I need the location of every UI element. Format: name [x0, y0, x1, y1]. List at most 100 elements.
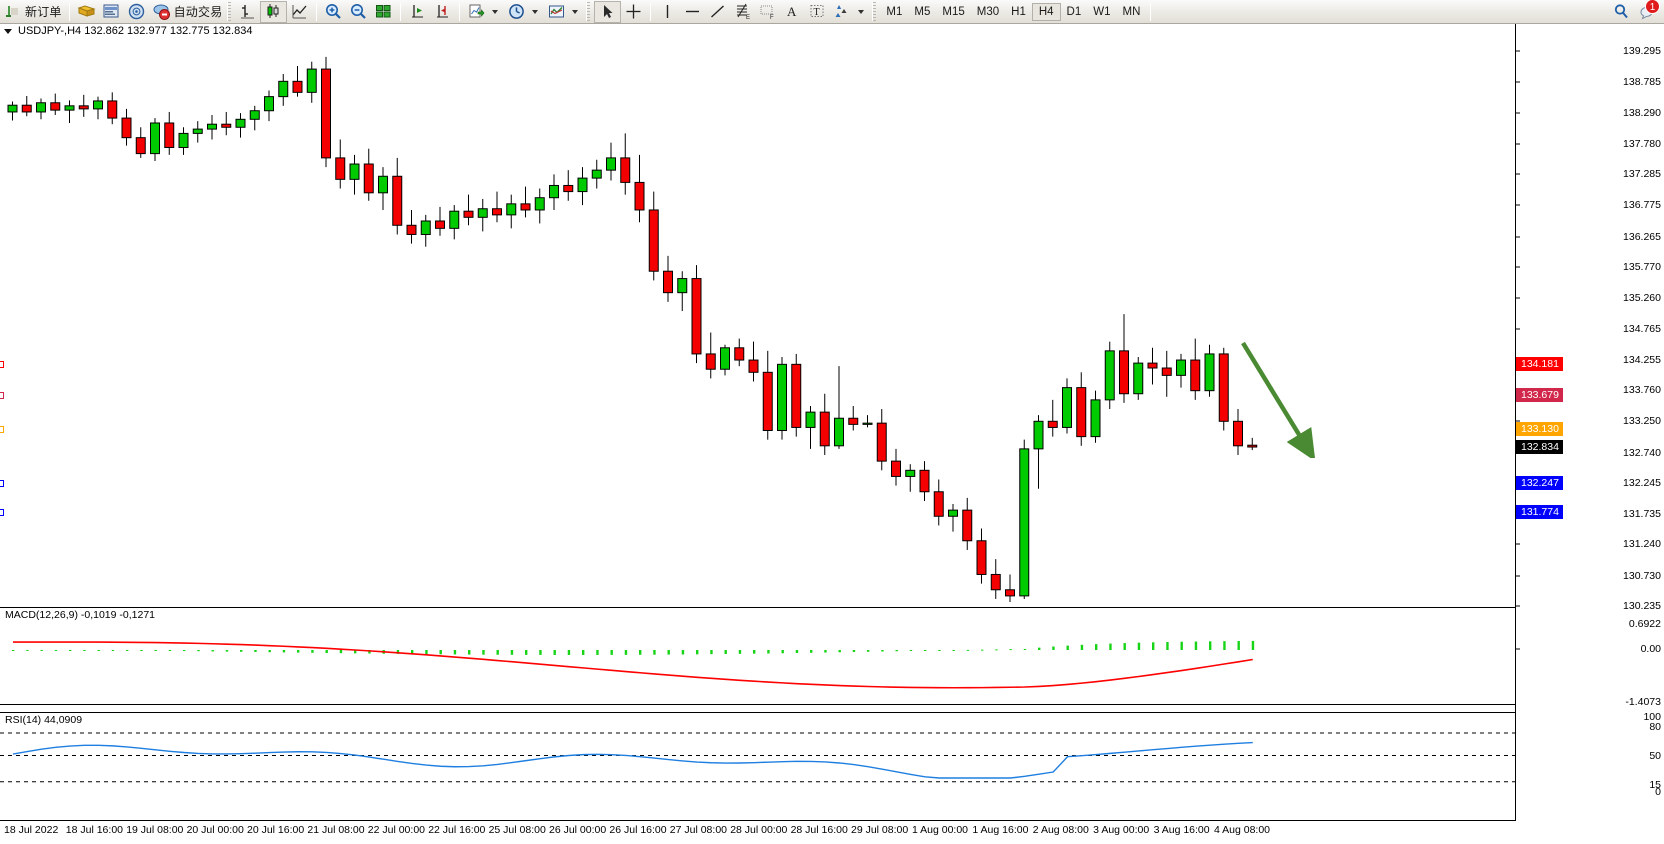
cursor-button[interactable]: [594, 0, 622, 23]
price-line-handle[interactable]: [0, 508, 4, 516]
zoom-in-button[interactable]: [321, 1, 346, 23]
price-axis[interactable]: 139.295 138.785 138.290 137.780 137.285 136.7…: [1516, 24, 1664, 844]
price-line-handle[interactable]: [0, 425, 4, 433]
price-axis-tag-pivot[interactable]: 133.130: [1516, 421, 1563, 436]
shift-end-button[interactable]: [430, 1, 455, 23]
macd-histogram-bar: [111, 650, 115, 651]
timeframe-m30[interactable]: M30: [976, 5, 1000, 18]
macd-histogram-bar: [696, 650, 699, 655]
timeframe-h1[interactable]: H1: [1011, 5, 1026, 18]
terminal-icon: [102, 2, 121, 21]
toolbar-grip[interactable]: [586, 2, 591, 21]
axis-tick-mark: [1516, 420, 1520, 422]
chevron-down-icon[interactable]: [858, 9, 865, 14]
alert-icon[interactable]: 1: [1638, 0, 1660, 21]
macd-histogram-bar: [496, 650, 499, 655]
macd-histogram-bar: [183, 650, 186, 652]
macd-pane[interactable]: MACD(12,26,9) -0,1019 -0,1271: [0, 607, 1515, 705]
time-axis-tick: 27 Jul 08:00: [669, 824, 727, 836]
rsi-pane[interactable]: RSI(14) 44,0909: [0, 712, 1515, 820]
shapes-button[interactable]: [830, 1, 870, 23]
toolbar-separator: [1150, 2, 1152, 21]
timeframe-m1[interactable]: M1: [886, 5, 903, 18]
toolbar-separator: [316, 2, 318, 21]
terminal-button[interactable]: [99, 1, 124, 23]
period-button[interactable]: [504, 1, 544, 23]
autotrade-button[interactable]: 自动交易: [149, 1, 226, 23]
time-axis[interactable]: 18 Jul 2022 18 Jul 16:00 19 Jul 08:00 20 Ju…: [0, 820, 1516, 844]
shift-start-button[interactable]: [405, 1, 430, 23]
trendline-button[interactable]: [705, 1, 730, 23]
macd-label: MACD(12,26,9) -0,1019 -0,1271: [4, 609, 156, 621]
search-icon[interactable]: [1612, 2, 1631, 21]
timeframe-d1[interactable]: D1: [1066, 5, 1082, 18]
macd-histogram-bar: [396, 650, 400, 654]
macd-histogram-bar: [254, 650, 257, 653]
navigator-button[interactable]: [124, 1, 149, 23]
macd-axis-tick: 0.6922: [1628, 618, 1661, 630]
toolbar-separator: [650, 2, 652, 21]
price-axis-tag-support-1[interactable]: 132.247: [1516, 475, 1563, 490]
candlestick-chart-button[interactable]: [260, 0, 288, 23]
timeframe-m15[interactable]: M15: [942, 5, 965, 18]
chevron-down-icon[interactable]: [572, 9, 579, 14]
timeframe-mn[interactable]: MN: [1122, 5, 1141, 18]
macd-histogram-bar: [1251, 640, 1255, 650]
price-line-handle[interactable]: [0, 361, 4, 369]
time-axis-tick: 3 Aug 16:00: [1153, 824, 1210, 836]
macd-histogram-bar: [1080, 644, 1084, 650]
timeframe-h4[interactable]: H4: [1031, 2, 1061, 21]
vertical-line-button[interactable]: [655, 1, 680, 23]
chevron-down-icon[interactable]: [532, 9, 539, 14]
chart-menu-caret-icon[interactable]: [4, 28, 12, 34]
line-chart-button[interactable]: [287, 1, 312, 23]
toolbar-grip[interactable]: [227, 2, 232, 21]
templates-button[interactable]: [544, 1, 584, 23]
zoom-out-icon: [349, 2, 368, 21]
tile-windows-button[interactable]: [371, 1, 396, 23]
price-axis-tick: 132.740: [1623, 446, 1661, 459]
text-label-button[interactable]: F: [755, 1, 780, 23]
toolbar-grip[interactable]: [872, 2, 877, 21]
fibonacci-button[interactable]: E: [730, 1, 755, 23]
navigator-icon: [127, 2, 146, 21]
timeframe-w1[interactable]: W1: [1093, 5, 1111, 18]
indicators-button[interactable]: [464, 1, 504, 23]
new-order-button[interactable]: 新订单: [0, 1, 65, 23]
zoom-out-button[interactable]: [346, 1, 371, 23]
crosshair-button[interactable]: [621, 1, 646, 23]
macd-histogram-bar: [325, 650, 328, 653]
folder-button[interactable]: [74, 1, 99, 23]
time-axis-tick: 18 Jul 2022: [4, 824, 59, 836]
chart-window[interactable]: USDJPY-,H4 132.862 132.977 132.775 132.8…: [0, 24, 1664, 844]
macd-histogram-bar: [1223, 641, 1226, 650]
axis-tick-mark: [1516, 266, 1520, 268]
macd-histogram-bar: [525, 650, 528, 655]
price-axis-tag-resistance-1[interactable]: 134.181: [1516, 357, 1563, 372]
rsi-axis-tick: 80: [1649, 721, 1661, 733]
chart-plot-area[interactable]: USDJPY-,H4 132.862 132.977 132.775 132.8…: [0, 24, 1516, 820]
timeframe-m5[interactable]: M5: [914, 5, 931, 18]
price-line-handle[interactable]: [0, 392, 4, 400]
horizontal-line-button[interactable]: [680, 1, 705, 23]
toolbar-separator: [68, 2, 70, 21]
macd-histogram-bar: [311, 650, 314, 653]
price-pane[interactable]: [0, 38, 1515, 605]
macd-histogram-bar: [738, 650, 742, 654]
axis-tick-mark: [1516, 236, 1520, 238]
bar-chart-button[interactable]: [235, 1, 260, 23]
time-axis-tick: 28 Jul 16:00: [790, 824, 848, 836]
macd-histogram-bar: [126, 650, 129, 651]
price-axis-tag-resistance-2[interactable]: 133.679: [1516, 388, 1563, 403]
svg-text:F: F: [770, 15, 774, 21]
price-axis-tag-current-price[interactable]: 132.834: [1516, 439, 1563, 454]
line-chart-icon: [290, 2, 309, 21]
chevron-down-icon[interactable]: [492, 9, 499, 14]
shapes-icon: [833, 2, 852, 21]
price-axis-tag-support-2[interactable]: 131.774: [1516, 504, 1563, 519]
price-line-handle[interactable]: [0, 479, 4, 487]
time-axis-tick: 26 Jul 16:00: [609, 824, 667, 836]
text-box-button[interactable]: T: [805, 1, 830, 23]
price-axis-tick: 135.770: [1623, 260, 1661, 273]
text-button[interactable]: A: [780, 1, 805, 23]
